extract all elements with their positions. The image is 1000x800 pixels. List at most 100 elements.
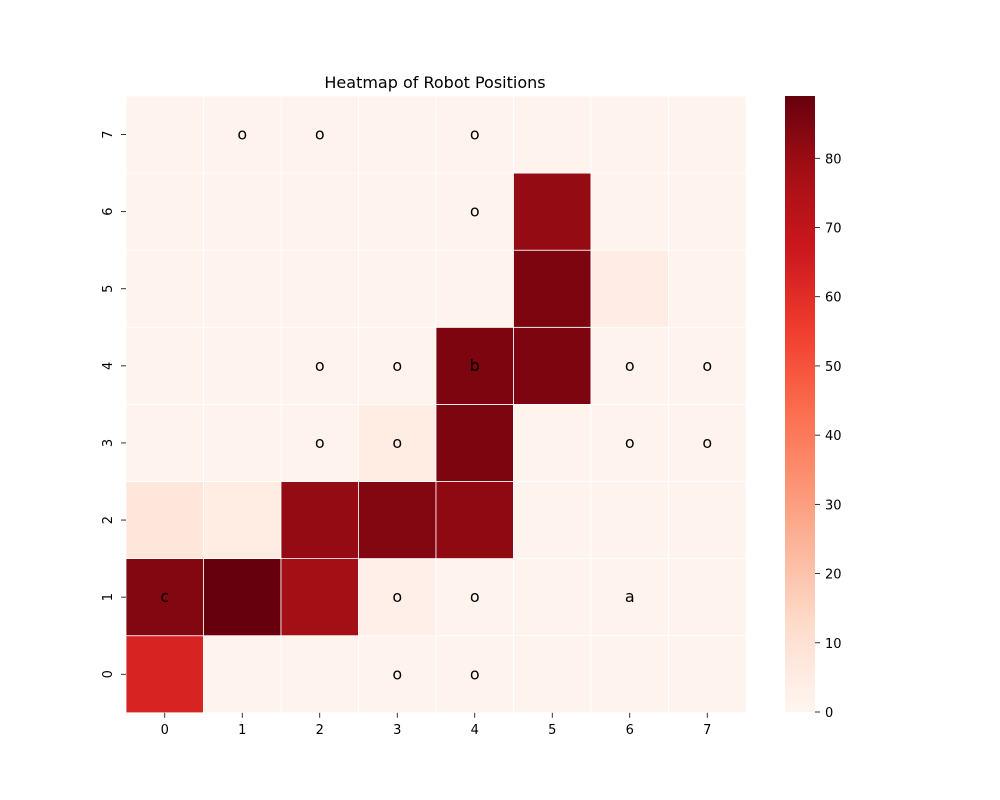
heatmap-cell [358, 172, 437, 251]
y-tick-label: 0 [101, 670, 116, 678]
heatmap-cell [435, 326, 514, 405]
x-tick-label: 6 [626, 723, 634, 738]
heatmap-cell [280, 249, 359, 328]
cell-annotation: o [315, 125, 325, 144]
x-tick-label: 3 [393, 723, 401, 738]
heatmap-cell [358, 558, 437, 637]
y-axis: 0 1 2 3 4 5 6 7 [101, 130, 126, 678]
heatmap-cell [668, 403, 747, 482]
cell-annotation: o [702, 356, 712, 375]
heatmap-cell [125, 95, 204, 174]
heatmap-cell [435, 95, 514, 174]
heatmap-cell [668, 172, 747, 251]
colorbar-tick-label: 20 [825, 568, 842, 583]
heatmap-cell [435, 558, 514, 637]
heatmap-cell [125, 481, 204, 559]
cell-annotation: o [315, 433, 325, 452]
chart-title: Heatmap of Robot Positions [324, 73, 545, 92]
heatmap-cell [203, 635, 282, 714]
heatmap-cell [203, 403, 282, 482]
heatmap-cell [125, 635, 204, 714]
heatmap-cell [513, 249, 592, 328]
heatmap-cell [590, 95, 669, 174]
heatmap-cell [358, 403, 437, 482]
cell-annotation: o [392, 587, 402, 606]
x-tick-label: 7 [703, 723, 711, 738]
heatmap-cell [590, 558, 669, 637]
heatmap-cell [125, 249, 204, 328]
heatmap-cell [280, 403, 359, 482]
heatmap-cell [435, 635, 514, 714]
y-tick-label: 3 [101, 439, 116, 447]
colorbar-tick-label: 0 [825, 706, 833, 721]
cell-annotation: o [392, 356, 402, 375]
colorbar-tick-label: 60 [825, 291, 842, 306]
y-tick-label: 4 [101, 362, 116, 370]
heatmap-cell [358, 249, 437, 328]
cell-annotation: o [315, 356, 325, 375]
heatmap-cell [668, 481, 747, 559]
heatmap-cell [203, 249, 282, 328]
heatmap-cell [358, 95, 437, 174]
cell-annotation: o [470, 664, 480, 683]
colorbar-tick-label: 30 [825, 498, 842, 513]
heatmap-cell [590, 481, 669, 559]
heatmap-cell [668, 635, 747, 714]
cell-annotation: c [160, 587, 169, 606]
y-tick-label: 6 [101, 208, 116, 216]
heatmap-cell [513, 172, 592, 251]
heatmap-cell [203, 326, 282, 405]
heatmap-cell [203, 558, 282, 637]
colorbar-tick-label: 80 [825, 152, 842, 167]
cell-annotations: o o c o o a o o o o o o b o o o o o o [160, 125, 712, 684]
colorbar-tick-label: 70 [825, 222, 842, 237]
y-tick-label: 1 [101, 593, 116, 601]
heatmap-cell [435, 249, 514, 328]
heatmap-cell [513, 558, 592, 637]
y-tick-label: 2 [101, 516, 116, 524]
heatmap-cell [590, 172, 669, 251]
heatmap-cell [668, 558, 747, 637]
heatmap-cell [203, 95, 282, 174]
heatmap-cell [435, 172, 514, 251]
cell-annotation: o [470, 125, 480, 144]
x-tick-label: 5 [548, 723, 556, 738]
heatmap-cell [668, 326, 747, 405]
heatmap-cell [590, 635, 669, 714]
heatmap-cell [513, 481, 592, 559]
colorbar: 0 10 20 30 40 50 60 70 80 [785, 96, 842, 721]
cell-annotation: o [625, 356, 635, 375]
heatmap-cell [125, 403, 204, 482]
heatmap-cell [358, 635, 437, 714]
heatmap-cells [125, 95, 747, 714]
heatmap-cell [513, 95, 592, 174]
heatmap-cell [125, 172, 204, 251]
x-tick-label: 4 [471, 723, 479, 738]
colorbar-scale [785, 96, 815, 712]
x-axis: 0 1 2 3 4 5 6 7 [161, 712, 711, 738]
cell-annotation: o [470, 587, 480, 606]
colorbar-tick-label: 50 [825, 360, 842, 375]
x-tick-label: 1 [238, 723, 246, 738]
heatmap-cell [280, 558, 359, 637]
heatmap-cell [513, 326, 592, 405]
heatmap-cell [590, 403, 669, 482]
cell-annotation: a [625, 587, 635, 606]
heatmap-cell [435, 403, 514, 482]
heatmap-cell [203, 172, 282, 251]
x-tick-label: 2 [316, 723, 324, 738]
heatmap-cell [358, 326, 437, 405]
colorbar-tick-label: 10 [825, 637, 842, 652]
colorbar-tick-label: 40 [825, 429, 842, 444]
heatmap-cell [668, 249, 747, 328]
heatmap-cell [513, 635, 592, 714]
y-tick-label: 5 [101, 285, 116, 293]
heatmap-cell [590, 249, 669, 328]
cell-annotation: o [392, 433, 402, 452]
y-tick-label: 7 [101, 130, 116, 138]
heatmap-cell [435, 481, 514, 559]
cell-annotation: o [625, 433, 635, 452]
cell-annotation: o [237, 125, 247, 144]
heatmap-cell [203, 481, 282, 559]
heatmap-cell [280, 481, 359, 559]
